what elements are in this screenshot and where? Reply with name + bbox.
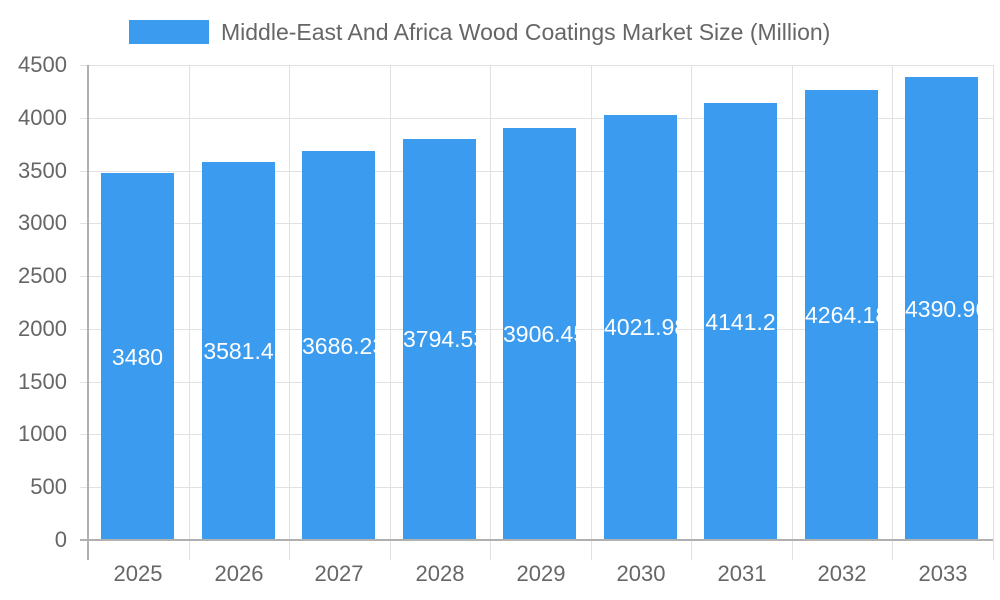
bar-2033[interactable]: 4390.96 [905, 77, 978, 540]
bar-value-label: 4021.98 [604, 314, 677, 340]
gridline-vertical [390, 65, 391, 560]
y-axis-line [87, 65, 89, 560]
bar-value-label: 4264.18 [805, 302, 878, 328]
x-tick-label: 2030 [616, 561, 666, 586]
gridline-vertical [591, 65, 592, 560]
gridline-vertical [289, 65, 290, 560]
gridline-vertical [490, 65, 491, 560]
bar-2028[interactable]: 3794.53 [403, 139, 476, 540]
bar-value-label: 4141.2 [705, 309, 776, 335]
x-tick-label: 2032 [817, 561, 867, 586]
bar-2029[interactable]: 3906.45 [503, 128, 576, 540]
bar-value-label: 3581.4 [203, 338, 274, 364]
gridline-horizontal [80, 65, 993, 66]
bar-2030[interactable]: 4021.98 [604, 115, 677, 540]
x-tick-label: 2031 [717, 561, 767, 586]
gridline-vertical [993, 65, 994, 560]
y-tick-label: 2500 [18, 263, 67, 288]
legend-label: Middle-East And Africa Wood Coatings Mar… [221, 19, 831, 45]
gridline-vertical [691, 65, 692, 560]
bar-value-label: 3480 [111, 344, 164, 370]
bar-2031[interactable]: 4141.2 [704, 103, 777, 540]
x-tick-label: 2033 [918, 561, 968, 586]
gridline-vertical [189, 65, 190, 560]
x-tick-label: 2025 [113, 561, 163, 586]
y-tick-label: 4500 [18, 52, 67, 77]
y-tick-label: 3500 [18, 158, 67, 183]
bar-2027[interactable]: 3686.23 [302, 151, 375, 540]
y-tick-label: 3000 [18, 210, 67, 235]
bar-2032[interactable]: 4264.18 [805, 90, 878, 540]
bar-value-label: 3686.23 [302, 333, 375, 359]
x-axis-line [80, 539, 993, 541]
bar-value-label: 3906.45 [503, 321, 576, 347]
legend-swatch[interactable] [129, 20, 209, 44]
x-tick-label: 2028 [415, 561, 465, 586]
x-tick-label: 2027 [314, 561, 364, 586]
y-tick-label: 1000 [18, 421, 67, 446]
gridline-vertical [892, 65, 893, 560]
y-tick-label: 0 [54, 527, 67, 552]
bar-value-label: 3794.53 [403, 326, 476, 352]
bar-2026[interactable]: 3581.4 [202, 162, 275, 540]
y-tick-label: 1500 [18, 369, 67, 394]
x-tick-label: 2029 [516, 561, 566, 586]
y-tick-label: 500 [30, 474, 67, 499]
y-tick-label: 4000 [18, 105, 67, 130]
bar-2025[interactable]: 3480 [101, 173, 174, 540]
chart-legend: Middle-East And Africa Wood Coatings Mar… [0, 18, 1000, 46]
y-tick-label: 2000 [18, 316, 67, 341]
gridline-vertical [792, 65, 793, 560]
bar-value-label: 4390.96 [905, 296, 978, 322]
x-tick-label: 2026 [214, 561, 264, 586]
gridline-horizontal [80, 118, 993, 119]
